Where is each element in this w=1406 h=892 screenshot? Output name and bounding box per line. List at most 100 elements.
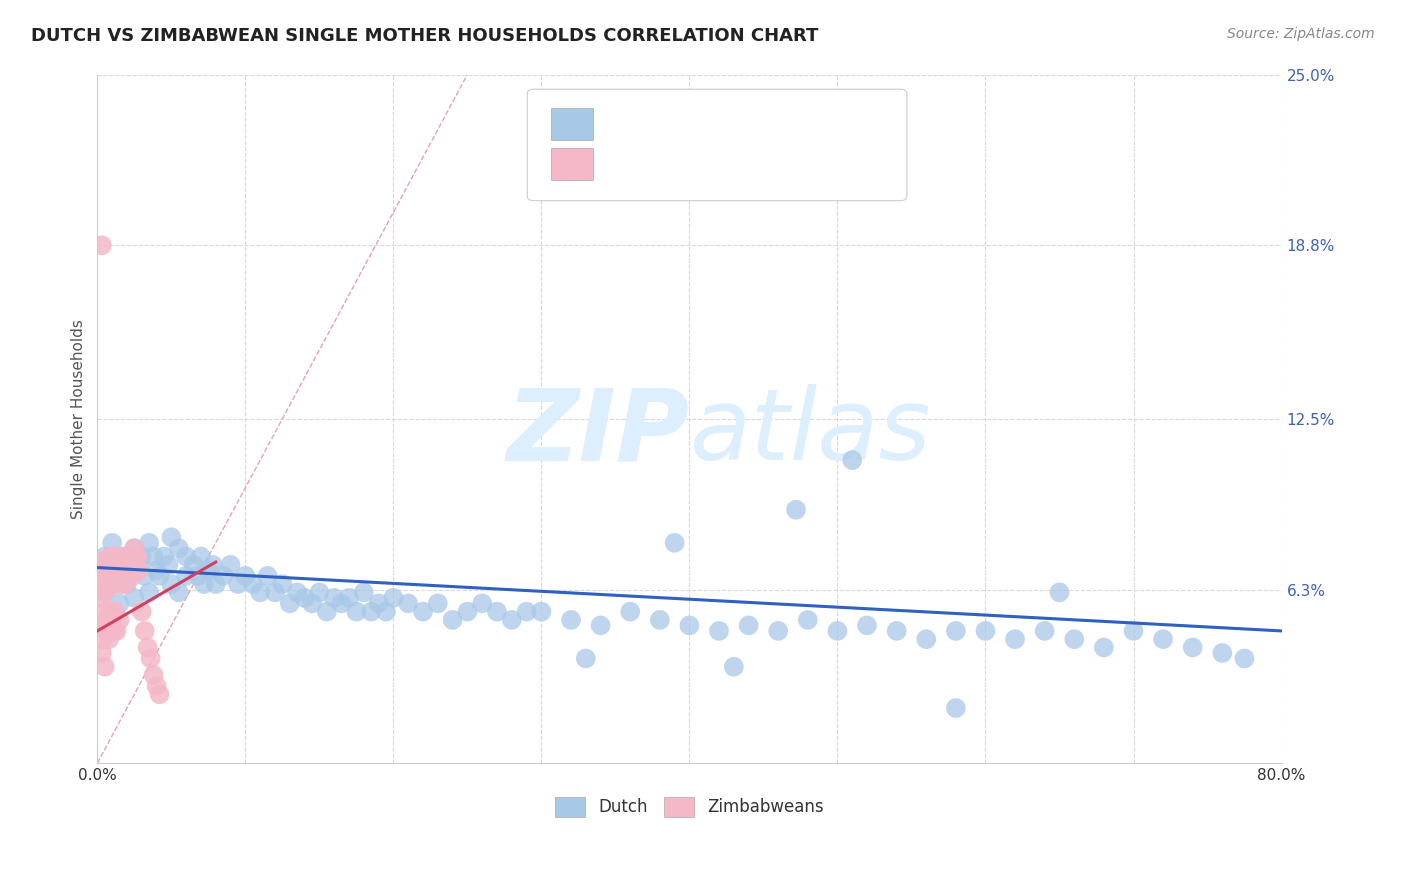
Text: Source: ZipAtlas.com: Source: ZipAtlas.com: [1227, 27, 1375, 41]
Point: [128, 563, 150, 577]
Point: [426, 596, 449, 610]
Point: [589, 618, 612, 632]
Point: [167, 585, 190, 599]
Point: [560, 613, 582, 627]
Point: [107, 563, 129, 577]
Point: [100, 605, 122, 619]
Point: [285, 585, 308, 599]
Point: [678, 618, 700, 632]
Point: [117, 569, 139, 583]
Point: [94, 659, 117, 673]
Point: [104, 605, 127, 619]
Point: [110, 577, 132, 591]
Point: [124, 541, 146, 556]
Point: [219, 558, 242, 572]
Point: [118, 558, 141, 572]
Point: [382, 591, 405, 605]
Point: [344, 605, 367, 619]
Point: [190, 549, 212, 564]
Point: [183, 558, 205, 572]
Point: [1152, 632, 1174, 647]
Point: [98, 569, 121, 583]
Point: [360, 605, 382, 619]
Point: [138, 535, 160, 549]
Point: [1063, 632, 1085, 647]
Point: [104, 569, 127, 583]
Point: [103, 624, 125, 638]
Point: [112, 558, 135, 572]
Point: [94, 605, 117, 619]
Point: [101, 618, 124, 632]
Text: R = -0.201   N = 101: R = -0.201 N = 101: [607, 109, 796, 127]
Point: [575, 651, 598, 665]
Point: [90, 646, 112, 660]
Point: [856, 618, 879, 632]
Point: [785, 502, 807, 516]
Point: [412, 605, 434, 619]
Point: [323, 591, 346, 605]
Point: [167, 541, 190, 556]
Point: [108, 549, 131, 564]
Point: [945, 701, 967, 715]
Point: [153, 549, 176, 564]
Point: [97, 558, 120, 572]
Point: [249, 585, 271, 599]
Point: [90, 238, 112, 252]
Point: [201, 558, 224, 572]
Point: [108, 613, 131, 627]
Point: [157, 558, 180, 572]
Point: [136, 640, 159, 655]
Point: [1181, 640, 1204, 655]
Point: [94, 549, 117, 564]
Point: [145, 679, 167, 693]
Point: [120, 549, 142, 564]
Point: [278, 596, 301, 610]
Point: [471, 596, 494, 610]
Point: [174, 549, 197, 564]
Point: [134, 569, 156, 583]
Point: [128, 558, 150, 572]
Point: [94, 585, 117, 599]
Point: [100, 549, 122, 564]
Point: [91, 577, 114, 591]
Point: [139, 651, 162, 665]
Point: [114, 577, 136, 591]
Point: [396, 596, 419, 610]
Point: [91, 632, 114, 647]
Point: [90, 569, 112, 583]
Point: [619, 605, 641, 619]
Point: [125, 558, 148, 572]
Point: [915, 632, 938, 647]
Point: [1211, 646, 1233, 660]
Point: [142, 549, 165, 564]
Point: [131, 605, 153, 619]
Text: DUTCH VS ZIMBABWEAN SINGLE MOTHER HOUSEHOLDS CORRELATION CHART: DUTCH VS ZIMBABWEAN SINGLE MOTHER HOUSEH…: [31, 27, 818, 45]
Point: [485, 605, 508, 619]
Point: [145, 563, 167, 577]
Point: [108, 596, 131, 610]
Point: [827, 624, 849, 638]
Point: [1122, 624, 1144, 638]
Point: [707, 624, 730, 638]
Point: [737, 618, 759, 632]
Point: [174, 569, 197, 583]
Point: [105, 624, 128, 638]
Point: [235, 569, 257, 583]
Point: [294, 591, 316, 605]
Point: [148, 687, 170, 701]
Point: [142, 668, 165, 682]
Point: [353, 585, 375, 599]
Point: [1092, 640, 1115, 655]
Point: [441, 613, 464, 627]
Point: [103, 569, 125, 583]
Point: [118, 563, 141, 577]
Point: [101, 535, 124, 549]
Legend: Dutch, Zimbabweans: Dutch, Zimbabweans: [548, 790, 831, 823]
Text: ZIP: ZIP: [506, 384, 689, 481]
Point: [204, 577, 226, 591]
Point: [90, 591, 112, 605]
Point: [94, 563, 117, 577]
Point: [375, 605, 398, 619]
Point: [974, 624, 997, 638]
Point: [197, 563, 219, 577]
